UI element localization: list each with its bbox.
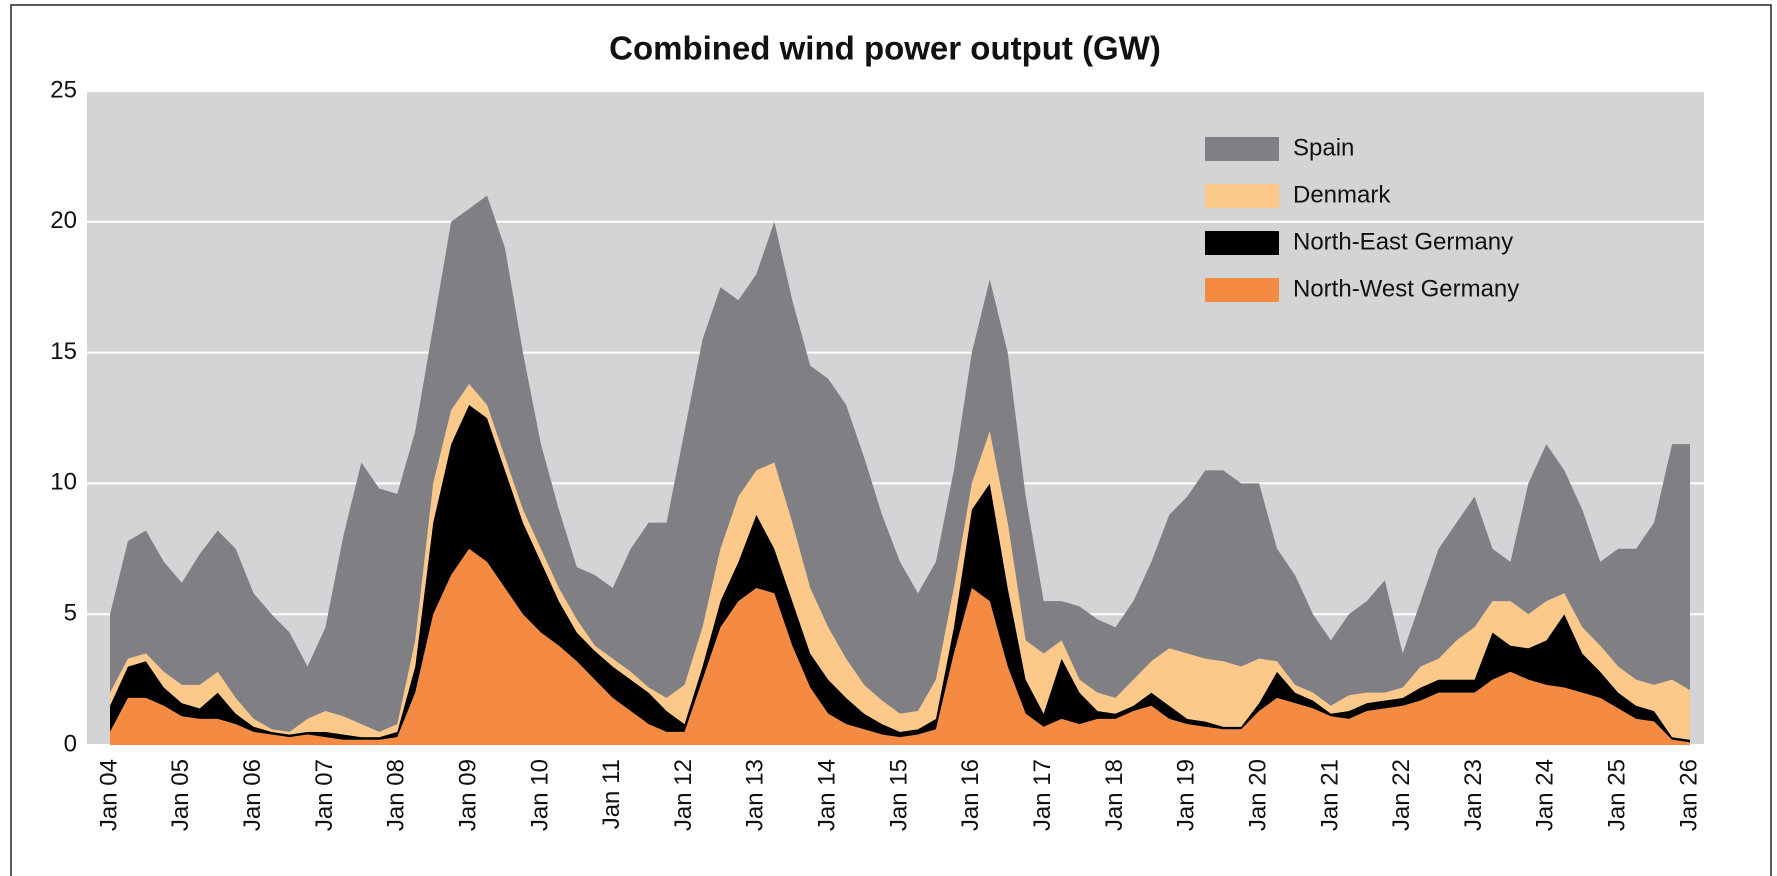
area [110, 195, 1690, 732]
x-tick-label: Jan 21 [1316, 759, 1343, 831]
area [110, 383, 1690, 740]
area [110, 548, 1690, 745]
legend-swatch [1205, 278, 1279, 302]
legend-label: North-West Germany [1293, 275, 1519, 302]
x-tick-label: Jan 15 [885, 759, 912, 831]
x-tick-label: Jan 18 [1101, 759, 1128, 831]
x-tick-label: Jan 17 [1029, 759, 1056, 831]
legend-label: Denmark [1293, 181, 1391, 208]
y-tick-label: 20 [50, 207, 77, 234]
legend-label: Spain [1293, 134, 1354, 161]
y-tick-label: 15 [50, 338, 77, 365]
legend-swatch [1205, 184, 1279, 208]
legend-swatch [1205, 231, 1279, 255]
area [110, 404, 1690, 743]
x-tick-label: Jan 13 [742, 759, 769, 831]
y-tick-label: 10 [50, 469, 77, 496]
x-tick-label: Jan 23 [1460, 759, 1487, 831]
x-tick-label: Jan 25 [1604, 759, 1631, 831]
x-tick-label: Jan 19 [1173, 759, 1200, 831]
x-tick-label: Jan 24 [1532, 759, 1559, 831]
x-tick-label: Jan 12 [670, 759, 697, 831]
x-tick-label: Jan 05 [167, 759, 194, 831]
x-tick-label: Jan 16 [957, 759, 984, 831]
x-tick-label: Jan 11 [598, 759, 625, 829]
x-tick-label: Jan 22 [1388, 759, 1415, 831]
y-tick-label: 25 [50, 76, 77, 103]
x-tick-label: Jan 07 [311, 759, 338, 831]
x-tick-label: Jan 06 [239, 759, 266, 831]
legend-swatch [1205, 137, 1279, 161]
frame [10, 4, 1772, 876]
chart-title: Combined wind power output (GW) [609, 30, 1161, 67]
x-tick-label: Jan 20 [1244, 759, 1271, 831]
legend-label: North-East Germany [1293, 228, 1513, 255]
x-tick-label: Jan 26 [1675, 759, 1702, 831]
y-tick-label: 5 [64, 600, 77, 627]
x-tick-label: Jan 10 [526, 759, 553, 831]
x-tick-label: Jan 08 [383, 759, 410, 831]
y-tick-label: 0 [64, 730, 77, 757]
x-tick-label: Jan 04 [95, 759, 122, 831]
x-tick-label: Jan 09 [454, 759, 481, 831]
x-tick-label: Jan 14 [814, 759, 841, 831]
